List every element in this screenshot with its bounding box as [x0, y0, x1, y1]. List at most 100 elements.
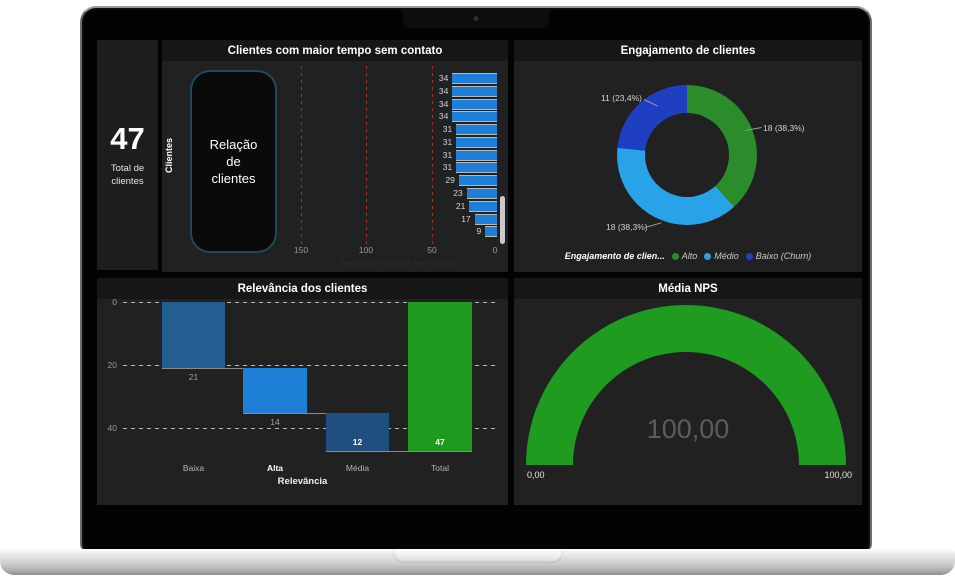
webcam-icon [473, 16, 479, 21]
waterfall-category-label: Total [431, 463, 449, 473]
bar[interactable] [452, 111, 497, 123]
bar[interactable] [456, 136, 497, 148]
bar[interactable] [452, 85, 497, 97]
bar[interactable] [456, 124, 497, 136]
x-tick-150: 150 [293, 245, 309, 255]
bar-value-label: 31 [442, 149, 453, 160]
bar[interactable] [469, 200, 497, 212]
kpi-card-total-clientes[interactable]: 47 Total de clientes [97, 40, 158, 270]
relacao-clientes-card[interactable]: Relação de clientes [190, 70, 277, 253]
bar-value-label: 34 [438, 98, 449, 109]
bar[interactable] [458, 175, 497, 187]
bar[interactable] [485, 226, 497, 238]
waterfall-bar-média[interactable] [326, 412, 389, 451]
waterfall-bar-baixa[interactable] [162, 302, 225, 369]
kpi-label-line1: Total de [110, 163, 145, 174]
bar-plot: 34 34 34 34 31 31 31 31 29 23 21 17 9 [162, 40, 508, 272]
camera-notch [403, 8, 549, 28]
gauge-value: 100,00 [646, 414, 730, 444]
bar-value-label: 34 [438, 111, 449, 122]
legend-label: Alto [681, 251, 698, 261]
bar-value-label: 31 [442, 136, 453, 147]
wf-plot: 21 Baixa 14 Alta 12 Média 47 Total [97, 278, 508, 505]
legend-dot-icon [671, 252, 679, 260]
bar[interactable] [456, 162, 497, 174]
x-tick-0: 0 [492, 245, 498, 255]
legend-dot-icon [745, 252, 753, 260]
bar[interactable] [474, 213, 497, 225]
y-tick-20: 20 [107, 360, 117, 370]
kpi-value: 47 [110, 121, 145, 156]
waterfall-category-label: Baixa [182, 463, 205, 473]
bar-chart-panel: Clientes com maior tempo sem contato Cli… [162, 40, 508, 272]
card-line-2: de [226, 154, 241, 169]
legend-dot-icon [704, 252, 712, 260]
card-line-3: clientes [211, 171, 256, 186]
kpi-label-line2: clientes [111, 176, 144, 187]
gridline-150 [301, 66, 302, 246]
waterfall-connector [162, 368, 307, 370]
waterfall-connector [243, 412, 389, 414]
waterfall-value-label: 47 [435, 436, 445, 447]
gridline-20 [123, 365, 497, 366]
gridline-40 [123, 428, 497, 429]
x-tick-100: 100 [358, 245, 374, 255]
y-tick-40: 40 [107, 423, 117, 433]
bar[interactable] [466, 188, 497, 200]
bar-value-label: 21 [455, 200, 466, 211]
laptop-base-notch [392, 549, 563, 563]
donut-hole [645, 113, 729, 197]
bar-value-label: 34 [438, 73, 449, 83]
legend-item-2[interactable]: Baixo (Churn) [745, 251, 812, 261]
waterfall-value-label: 21 [188, 372, 199, 383]
gridline-50 [432, 66, 433, 246]
legend-item-1[interactable]: Médio [704, 251, 739, 261]
donut-legend: Engajamento de clien... Alto Médio Baixo (… [514, 251, 862, 261]
bar-value-label: 23 [453, 188, 463, 199]
y-tick-0: 0 [112, 297, 117, 307]
card-line-1: Relação [209, 137, 258, 152]
bar-value-label: 31 [442, 162, 453, 173]
waterfall-value-label: 12 [352, 436, 363, 447]
bar-value-label: 9 [476, 226, 482, 237]
gauge-chart[interactable] [526, 305, 846, 465]
gauge-panel: Média NPS 100,00 0,00 100,00 [514, 278, 862, 505]
donut-callout-top-left: 11 (23,4%) [601, 93, 642, 103]
bar-chart-title: Clientes com maior tempo sem contato [162, 40, 508, 61]
donut-chart-title: Engajamento de clientes [514, 40, 862, 61]
bar-value-label: 31 [442, 124, 453, 135]
legend-item-0[interactable]: Alto [671, 251, 698, 261]
waterfall-x-axis-title: Relevância [277, 476, 328, 487]
laptop-base [0, 549, 955, 575]
bar-chart-x-axis-title: Tempo dos clientes sem contato [338, 258, 461, 268]
donut-chart[interactable] [617, 85, 757, 225]
legend-label: Médio [714, 251, 739, 261]
bar[interactable] [456, 149, 497, 161]
bar-value-label: 34 [438, 85, 449, 96]
gridline-0 [123, 302, 497, 303]
bar-value-label: 29 [445, 175, 455, 186]
waterfall-category-label: Alta [266, 463, 284, 473]
bar-chart-scrollbar[interactable] [500, 196, 505, 244]
waterfall-value-label: 14 [270, 416, 280, 427]
waterfall-category-label: Média [345, 463, 370, 473]
waterfall-connector [326, 450, 472, 452]
legend-label: Baixo (Churn) [755, 251, 812, 261]
gridline-100 [366, 66, 367, 246]
bar[interactable] [452, 73, 497, 84]
waterfall-chart-panel: Relevância dos clientes 0 20 40 21 Baixa 1… [97, 278, 508, 505]
bar-value-label: 17 [461, 213, 471, 224]
waterfall-bar-total[interactable] [408, 302, 472, 451]
waterfall-bar-alta[interactable] [243, 368, 307, 413]
donut-callout-right: 18 (38,3%) [763, 123, 805, 133]
x-tick-50: 50 [427, 245, 437, 255]
gauge-min-label: 0,00 [527, 470, 545, 480]
gauge-title: Média NPS [514, 278, 862, 299]
legend-title: Engajamento de clien... [564, 251, 665, 261]
kpi-label: Total de clientes [111, 162, 144, 188]
waterfall-chart-title: Relevância dos clientes [97, 278, 508, 299]
gauge-max-label: 100,00 [824, 470, 852, 480]
donut-callout-bottom-left: 18 (38,3%) [606, 222, 648, 232]
bar[interactable] [452, 98, 497, 110]
